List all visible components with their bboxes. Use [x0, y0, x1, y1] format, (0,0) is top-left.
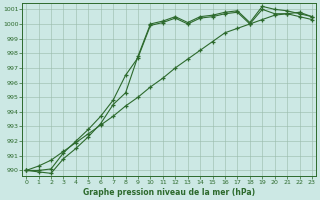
- X-axis label: Graphe pression niveau de la mer (hPa): Graphe pression niveau de la mer (hPa): [83, 188, 255, 197]
